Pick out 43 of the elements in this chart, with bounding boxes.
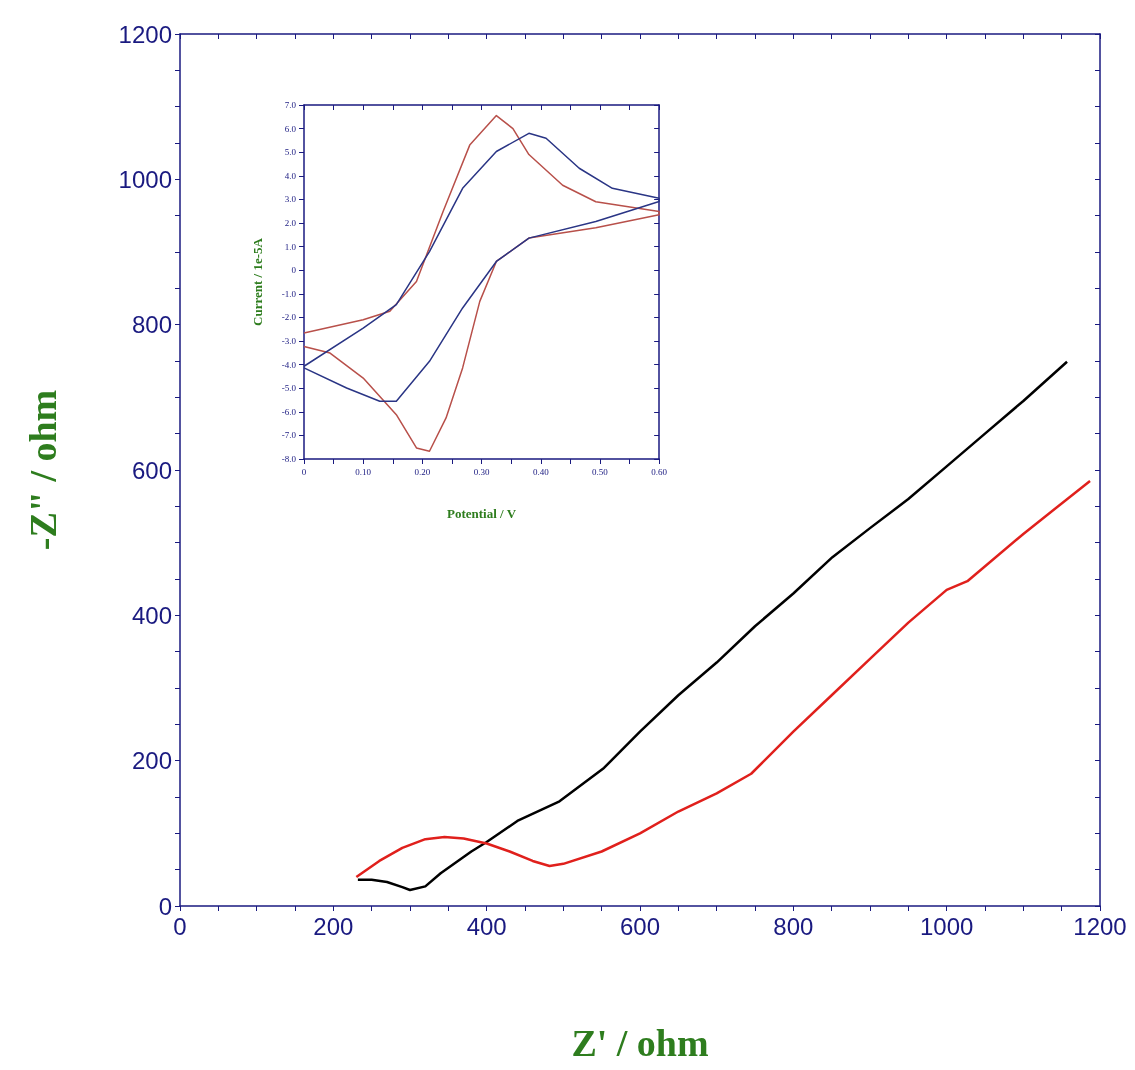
y-tick-label: -1.0 [281, 288, 297, 299]
x-tick-label: 1000 [919, 912, 974, 940]
line-series [355, 479, 1092, 879]
y-axis-title: -Z" / ohm [22, 389, 64, 551]
y-tick-label: 1000 [118, 165, 172, 193]
y-tick-label: -6.0 [281, 406, 297, 417]
y-tick-label: 6.0 [284, 123, 297, 134]
x-tick-label: 0 [301, 466, 307, 477]
y-axis-title: Current / 1e-5A [250, 237, 265, 326]
x-tick-label: 0.60 [651, 466, 668, 477]
y-tick-label: 5.0 [284, 147, 297, 158]
y-tick-label: -5.0 [281, 383, 297, 394]
x-tick-label: 0.40 [532, 466, 550, 477]
y-tick-label: 1.0 [284, 241, 297, 252]
x-tick-label: 200 [313, 912, 354, 940]
line-series [303, 114, 660, 452]
x-tick-label: 400 [466, 912, 507, 940]
line-series [356, 360, 1069, 892]
x-tick-label: 600 [619, 912, 661, 940]
x-axis-title: Potential / V [447, 506, 517, 521]
y-tick-label: 4.0 [284, 170, 297, 181]
y-tick-label: -8.0 [281, 454, 297, 464]
y-tick-label: 400 [131, 601, 172, 629]
y-tick-label: -3.0 [281, 336, 297, 346]
y-tick-label: 0 [291, 265, 297, 276]
x-tick-label: 0.50 [592, 466, 609, 477]
y-tick-label: -7.0 [281, 430, 297, 441]
y-tick-label: 2.0 [284, 218, 297, 228]
y-tick-label: 3.0 [284, 194, 297, 205]
x-tick-label: 800 [773, 912, 814, 940]
y-tick-label: 7.0 [284, 100, 297, 110]
y-tick-label: 0 [158, 892, 172, 920]
y-tick-label: 200 [131, 747, 172, 775]
y-tick-label: -2.0 [281, 312, 297, 323]
x-tick-label: 1200 [1073, 912, 1127, 940]
y-tick-label: 1200 [118, 20, 172, 48]
x-tick-label: 0.10 [355, 466, 372, 477]
y-tick-label: 800 [131, 311, 172, 339]
x-tick-label: 0.20 [414, 466, 431, 477]
x-axis-title: Z' / ohm [571, 1022, 709, 1064]
x-tick-label: 0.30 [473, 466, 490, 477]
line-series [303, 132, 660, 402]
y-tick-label: -4.0 [281, 359, 297, 370]
